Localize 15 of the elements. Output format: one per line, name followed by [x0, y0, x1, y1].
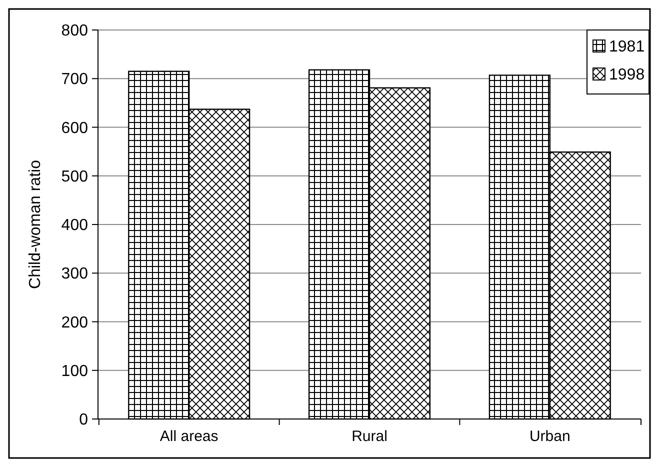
- y-tick-label: 500: [61, 168, 88, 186]
- y-tick-label: 0: [79, 412, 88, 429]
- y-tick-label: 200: [61, 314, 88, 332]
- x-tick-label: Urban: [529, 428, 570, 445]
- y-tick-label: 100: [61, 362, 88, 380]
- y-axis-title: Child-woman ratio: [27, 160, 44, 289]
- legend-label: 1981: [609, 38, 645, 56]
- y-tick-label: 800: [61, 22, 88, 40]
- y-tick-label: 700: [61, 71, 88, 88]
- y-tick-label: 600: [61, 120, 88, 137]
- legend-label: 1998: [609, 66, 645, 84]
- x-tick-label: Rural: [352, 428, 388, 445]
- y-tick-label: 300: [61, 266, 88, 283]
- x-tick-label: All areas: [160, 428, 218, 445]
- y-tick-label: 400: [61, 217, 88, 234]
